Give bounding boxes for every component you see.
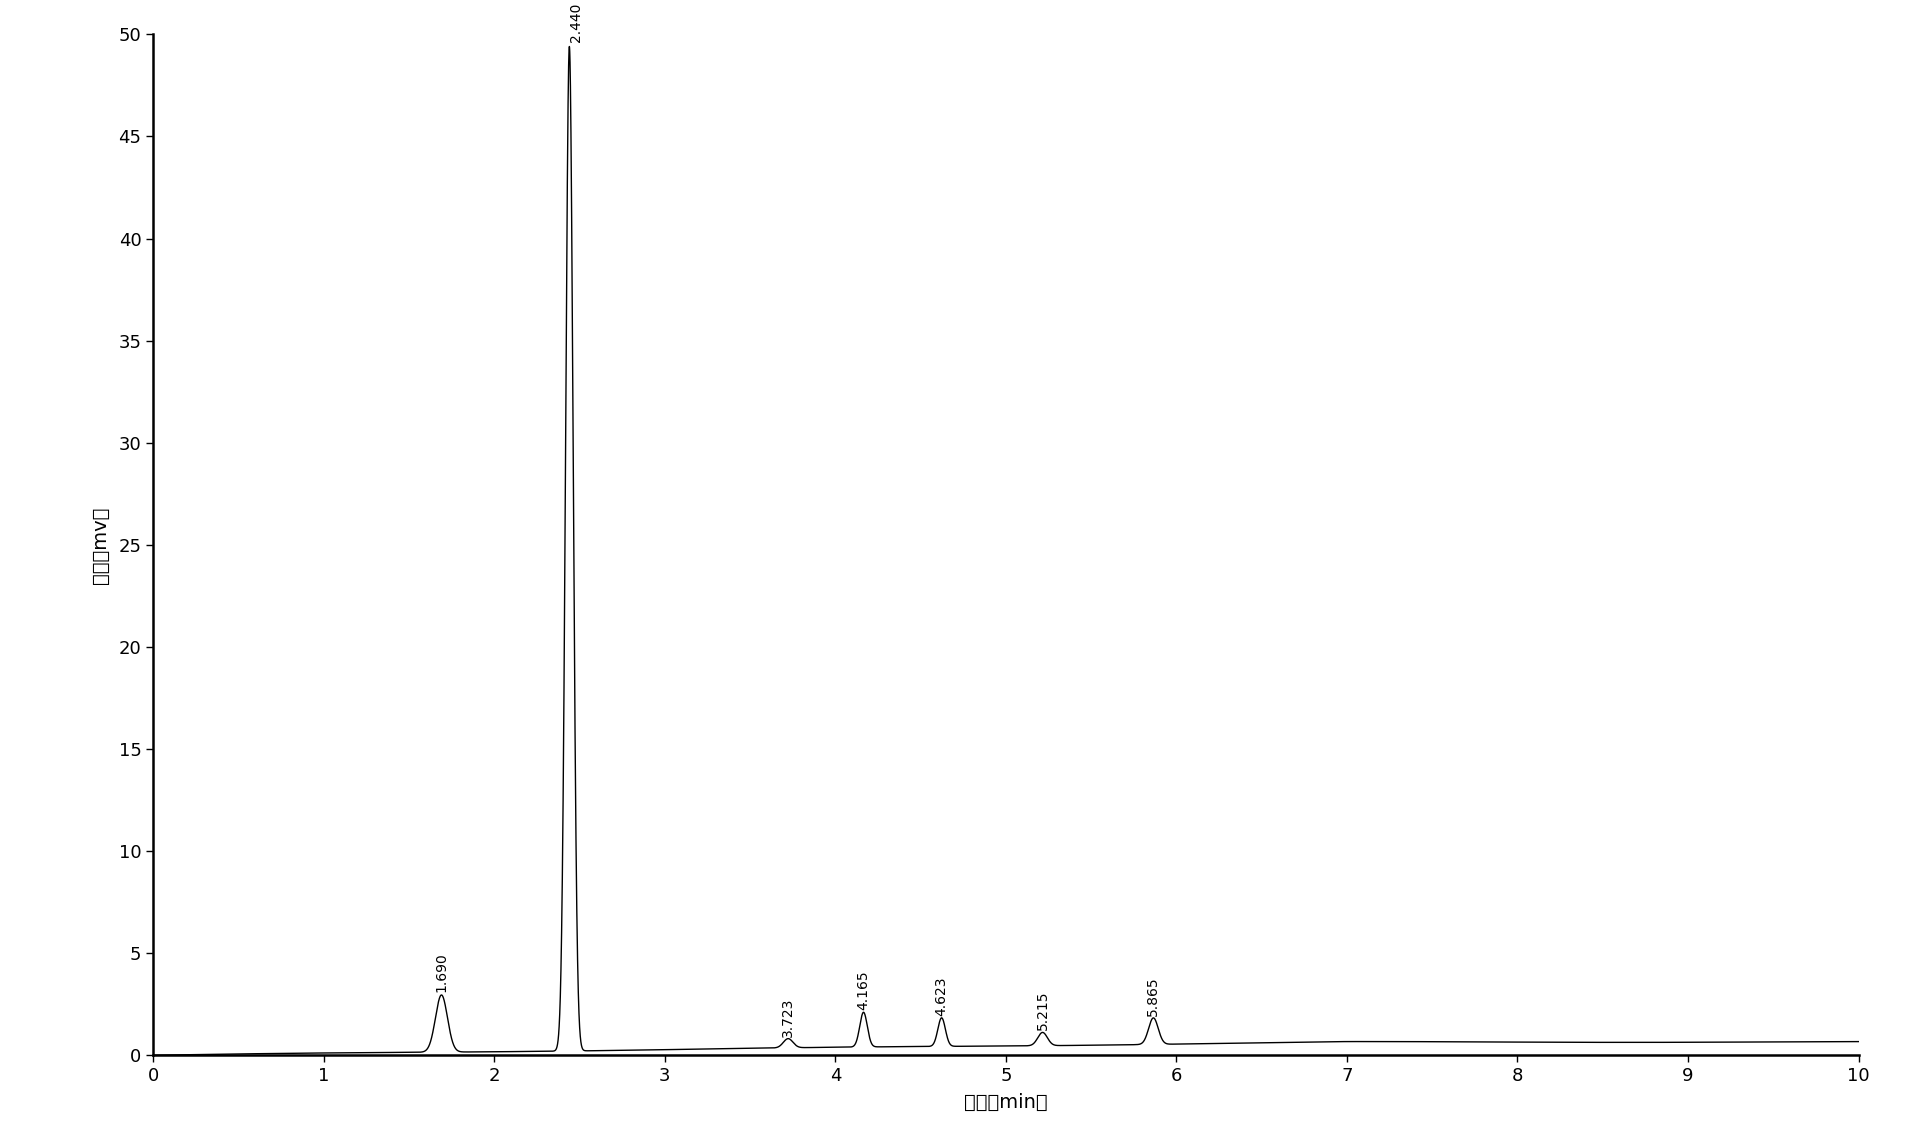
Text: 1.690: 1.690 <box>435 952 448 992</box>
Text: 4.623: 4.623 <box>935 976 948 1016</box>
Text: 2.440: 2.440 <box>569 3 582 42</box>
X-axis label: 时间（min）: 时间（min） <box>964 1093 1048 1113</box>
Text: 5.215: 5.215 <box>1035 991 1050 1030</box>
Text: 5.865: 5.865 <box>1146 976 1161 1016</box>
Text: 4.165: 4.165 <box>856 970 870 1011</box>
Y-axis label: 电压（mv）: 电压（mv） <box>92 506 109 584</box>
Text: 3.723: 3.723 <box>782 997 795 1037</box>
